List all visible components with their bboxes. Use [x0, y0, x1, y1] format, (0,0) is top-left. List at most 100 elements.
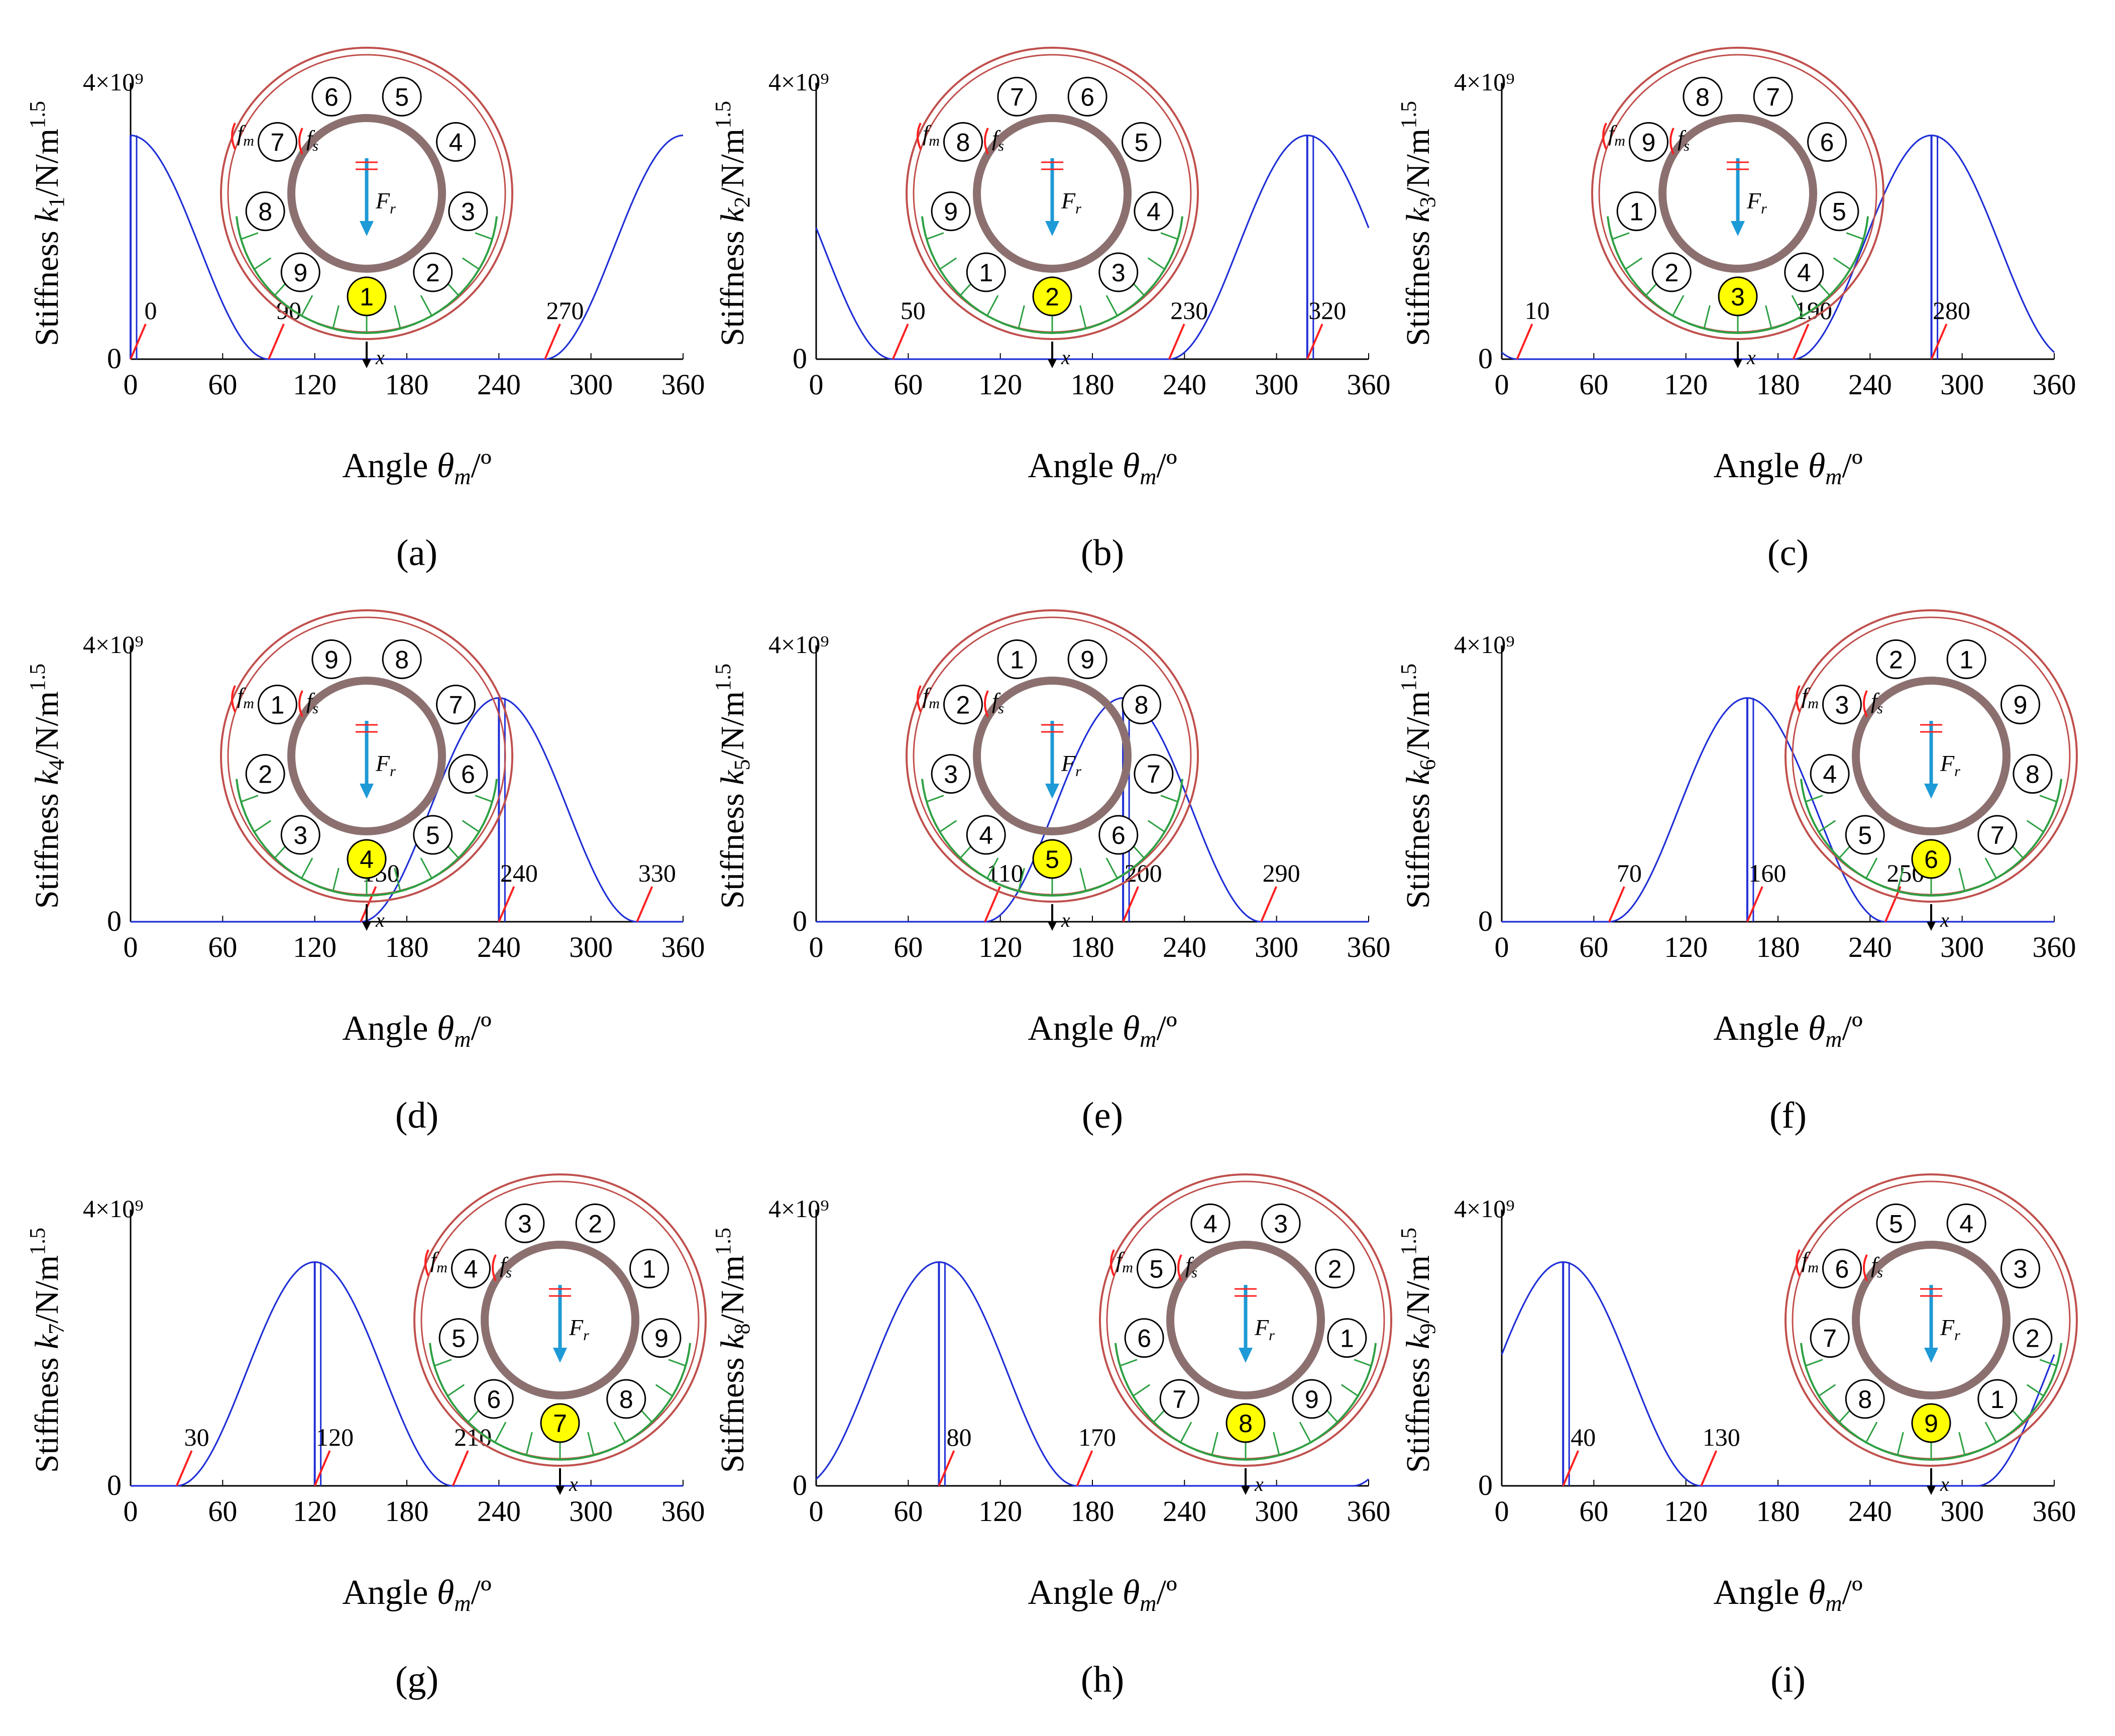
radial-load-label: Fr: [375, 188, 396, 217]
radial-load-label: Fr: [375, 750, 396, 780]
load-zone-spoke: [939, 820, 957, 833]
x-tick-label: 300: [1255, 931, 1298, 963]
y-tick-label-zero: 0: [107, 1469, 122, 1501]
radial-load-arrowhead: [1239, 1348, 1253, 1363]
roller: [1122, 685, 1162, 724]
x-tick-label: 360: [661, 931, 705, 963]
radial-load-arrowhead: [1731, 221, 1745, 236]
highlighted-roller: [1032, 276, 1072, 316]
roller-number: 7: [1147, 761, 1161, 789]
highlighted-roller: [1911, 839, 1951, 879]
annotation-label: 10: [1525, 296, 1550, 324]
x-tick-label: 0: [809, 1495, 824, 1528]
friction-fm-label: fm: [923, 121, 940, 149]
roller: [413, 252, 453, 292]
load-zone-spoke: [332, 867, 340, 892]
roller: [257, 685, 297, 724]
friction-fm-arrow: [231, 123, 236, 150]
roller-number: 5: [426, 821, 440, 849]
load-zone-spoke: [613, 1422, 626, 1443]
annotation-pointer: [1700, 1450, 1718, 1486]
roller: [280, 815, 320, 855]
roller-number: 4: [1797, 259, 1811, 287]
roller-number: 3: [293, 821, 307, 849]
friction-fm-arrow: [1602, 123, 1607, 150]
stiffness-curve: [815, 134, 1370, 360]
outer-ring: [1591, 47, 1884, 340]
roller-number: 5: [1135, 129, 1149, 157]
roller-number: 8: [2026, 761, 2040, 789]
annotation-pointer: [1168, 323, 1185, 360]
load-zone-spoke: [1341, 1384, 1359, 1397]
friction-fm-arrow: [1796, 685, 1801, 712]
x-direction-label: x: [375, 909, 385, 931]
highlighted-roller: [1032, 839, 1072, 879]
roller-number: 2: [1664, 259, 1679, 287]
friction-fm-arrow: [1796, 1249, 1801, 1276]
x-tick-label: 0: [124, 1495, 138, 1528]
roller: [311, 639, 352, 679]
roller: [1876, 639, 1916, 679]
roller-number: 1: [1990, 1385, 2005, 1414]
x-tick-label: 60: [1579, 931, 1608, 963]
roller-number: 7: [1766, 83, 1780, 111]
roller-number: 1: [360, 283, 374, 311]
panel-label: (f): [1769, 1095, 1807, 1136]
x-tick-label: 120: [978, 931, 1022, 963]
load-zone-spoke: [1160, 795, 1178, 803]
x-direction-arrowhead: [1927, 922, 1936, 931]
annotation-pointer: [1260, 886, 1277, 922]
x-tick-label: 300: [1940, 368, 1984, 401]
load-zone-spoke: [1958, 1432, 1966, 1456]
x-axis-title: Angle θm/º: [342, 1009, 491, 1052]
x-tick-label: 300: [1255, 368, 1298, 401]
x-tick-label: 300: [1940, 931, 1984, 963]
roller: [997, 76, 1037, 117]
x-tick-label: 240: [477, 1495, 521, 1528]
radial-load-label: Fr: [569, 1315, 589, 1344]
friction-fs-label: fs: [500, 1253, 512, 1281]
friction-fs-arrow: [1863, 1254, 1868, 1281]
y-axis-title: Stiffness k5/N/m1.5: [711, 664, 754, 909]
stiffness-curve: [1501, 134, 2055, 360]
x-direction-label: x: [569, 1473, 578, 1495]
x-direction-label: x: [1254, 1473, 1264, 1495]
load-zone-spoke: [1818, 1384, 1836, 1397]
annotation-pointer: [892, 323, 909, 360]
load-zone-spoke: [1018, 867, 1025, 892]
roller: [1327, 1318, 1367, 1358]
x-tick-label: 300: [569, 368, 613, 401]
load-zone-spoke: [587, 1432, 595, 1456]
radial-load-label: Fr: [1746, 188, 1767, 217]
load-zone-spoke: [241, 232, 259, 240]
panel-g: 0 60 120 180 240 300 360 0 4×10⁹ Stiffness k7/N/m…: [25, 1173, 707, 1700]
friction-fm-arrow: [1110, 1249, 1115, 1276]
roller-number: 3: [1835, 691, 1849, 719]
annotation-label: 280: [1933, 296, 1970, 324]
roller-number: 9: [293, 259, 307, 287]
x-tick-label: 60: [894, 1495, 923, 1528]
x-tick-label: 60: [208, 368, 237, 401]
roller-number: 8: [258, 198, 272, 226]
roller: [2013, 1318, 2053, 1358]
roller-number: 1: [1629, 198, 1643, 226]
roller-number: 2: [426, 259, 440, 287]
radial-load-arrowhead: [1045, 784, 1059, 799]
roller-number: 4: [1823, 761, 1837, 789]
inner-ring: [287, 677, 446, 835]
roller: [629, 1249, 670, 1288]
load-zone-spoke: [1765, 305, 1772, 329]
roller: [451, 1249, 491, 1288]
roller-number: 2: [1889, 645, 1903, 674]
y-axis-title: Stiffness k2/N/m1.5: [711, 101, 754, 346]
inner-ring: [1852, 677, 2011, 835]
x-tick-label: 360: [1347, 1495, 1391, 1528]
roller: [1845, 815, 1885, 855]
y-tick-label-zero: 0: [1478, 342, 1493, 375]
roller-number: 7: [1010, 83, 1024, 111]
load-zone-spoke: [332, 305, 340, 329]
x-tick-label: 180: [1071, 931, 1115, 963]
